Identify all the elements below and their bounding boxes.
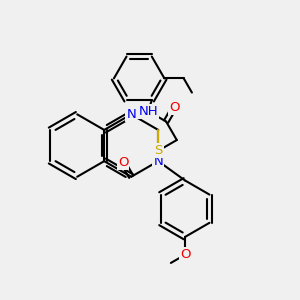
- Text: O: O: [180, 248, 190, 261]
- Text: O: O: [118, 156, 128, 169]
- Text: O: O: [169, 101, 179, 114]
- Text: N: N: [153, 154, 163, 168]
- Text: N: N: [126, 108, 136, 121]
- Text: NH: NH: [138, 105, 158, 118]
- Text: S: S: [154, 144, 162, 157]
